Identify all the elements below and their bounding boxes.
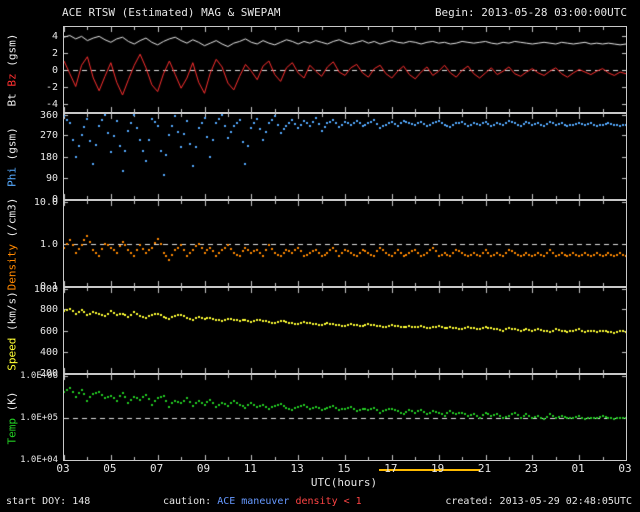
x-tick-label: 23 xyxy=(524,462,538,475)
x-tick-label: 03 xyxy=(618,462,632,475)
x-tick-label: 19 xyxy=(431,462,445,475)
begin-timestamp: Begin: 2013-05-28 03:00:00UTC xyxy=(434,6,627,19)
y-tick-label: 0 xyxy=(51,193,58,205)
panel-canvas-temp xyxy=(64,375,626,460)
created-timestamp: created: 2013-05-29 02:48:05UTC xyxy=(445,496,632,507)
x-tick-label: 09 xyxy=(196,462,211,475)
y-tick-label: 0.1 xyxy=(39,280,58,292)
x-tick-label: 07 xyxy=(150,462,164,475)
y-tick-label: 1.0E+04 xyxy=(20,454,58,465)
y-tick-label: 360 xyxy=(39,109,58,121)
panel-temp xyxy=(63,374,627,461)
y-tick-label: 200 xyxy=(39,367,58,379)
panel-bt-bz xyxy=(63,26,627,113)
y-tick-label: 2 xyxy=(51,47,58,59)
x-tick-label: 13 xyxy=(290,462,304,475)
panel-phi xyxy=(63,113,627,200)
x-tick-label: 03 xyxy=(56,462,70,475)
y-tick-label: 270 xyxy=(39,130,58,142)
x-tick-label: 01 xyxy=(571,462,585,475)
y-tick-label: -2 xyxy=(45,81,58,93)
y-tick-label: 90 xyxy=(45,172,58,184)
y-axis-title-bt-bz: Bt Bz (gsm) xyxy=(6,33,19,106)
y-axis-title-part: (K) xyxy=(5,391,19,411)
maneuver-bar xyxy=(379,469,480,471)
y-tick-label: 1.0 xyxy=(39,238,58,250)
x-axis-title: UTC(hours) xyxy=(310,476,378,489)
y-axis-title-part: Bt xyxy=(5,86,19,106)
y-tick-label: 0 xyxy=(51,64,58,76)
panel-canvas-bt-bz xyxy=(64,27,626,112)
y-tick-label: 4 xyxy=(51,30,58,42)
caution-maneuver-label: ACE maneuver xyxy=(217,496,290,507)
y-axis-title-part: (gsm) xyxy=(5,33,19,67)
x-tick-label: 05 xyxy=(103,462,117,475)
panel-canvas-speed xyxy=(64,288,626,373)
x-tick-label: 15 xyxy=(337,462,351,475)
y-axis-title-part: Temp xyxy=(5,410,19,445)
start-doy-label: start DOY: 148 xyxy=(6,496,91,507)
chart-title: ACE RTSW (Estimated) MAG & SWEPAM xyxy=(62,6,281,19)
y-tick-label: 800 xyxy=(39,304,58,316)
panel-canvas-density xyxy=(64,201,626,286)
x-tick-label: 17 xyxy=(384,462,398,475)
y-axis-title-temp: Temp (K) xyxy=(6,391,19,444)
y-tick-label: -4 xyxy=(45,98,58,110)
y-tick-label: 10.0 xyxy=(33,196,58,208)
y-tick-label: 1.0E+06 xyxy=(20,370,58,381)
y-tick-label: 180 xyxy=(39,151,58,163)
y-axis-title-part: Density xyxy=(5,236,19,290)
y-tick-label: 1.0E+05 xyxy=(20,412,58,423)
y-axis-title-part: Speed xyxy=(5,330,19,371)
y-tick-label: 600 xyxy=(39,325,58,337)
y-axis-title-part: (km/s) xyxy=(5,290,19,331)
y-axis-title-speed: Speed (km/s) xyxy=(6,291,19,371)
y-axis-title-part: Bz xyxy=(5,66,19,87)
caution-note: caution: ACE maneuver density < 1 xyxy=(163,496,362,507)
x-tick-label: 11 xyxy=(243,462,257,475)
y-axis-title-part: (gsm) xyxy=(5,126,19,160)
caution-density-label: density < 1 xyxy=(289,496,362,507)
y-axis-title-part: (/cm3) xyxy=(5,197,19,237)
y-tick-label: 1000 xyxy=(33,283,58,295)
y-axis-title-part: Phi xyxy=(5,159,19,187)
y-tick-label: 400 xyxy=(39,346,58,358)
panel-canvas-phi xyxy=(64,114,626,199)
panel-speed xyxy=(63,287,627,374)
x-tick-label: 21 xyxy=(477,462,492,475)
y-axis-title-phi: Phi (gsm) xyxy=(6,127,19,187)
panel-density xyxy=(63,200,627,287)
y-axis-title-density: Density (/cm3) xyxy=(6,197,19,290)
caution-label: caution: xyxy=(163,496,218,507)
